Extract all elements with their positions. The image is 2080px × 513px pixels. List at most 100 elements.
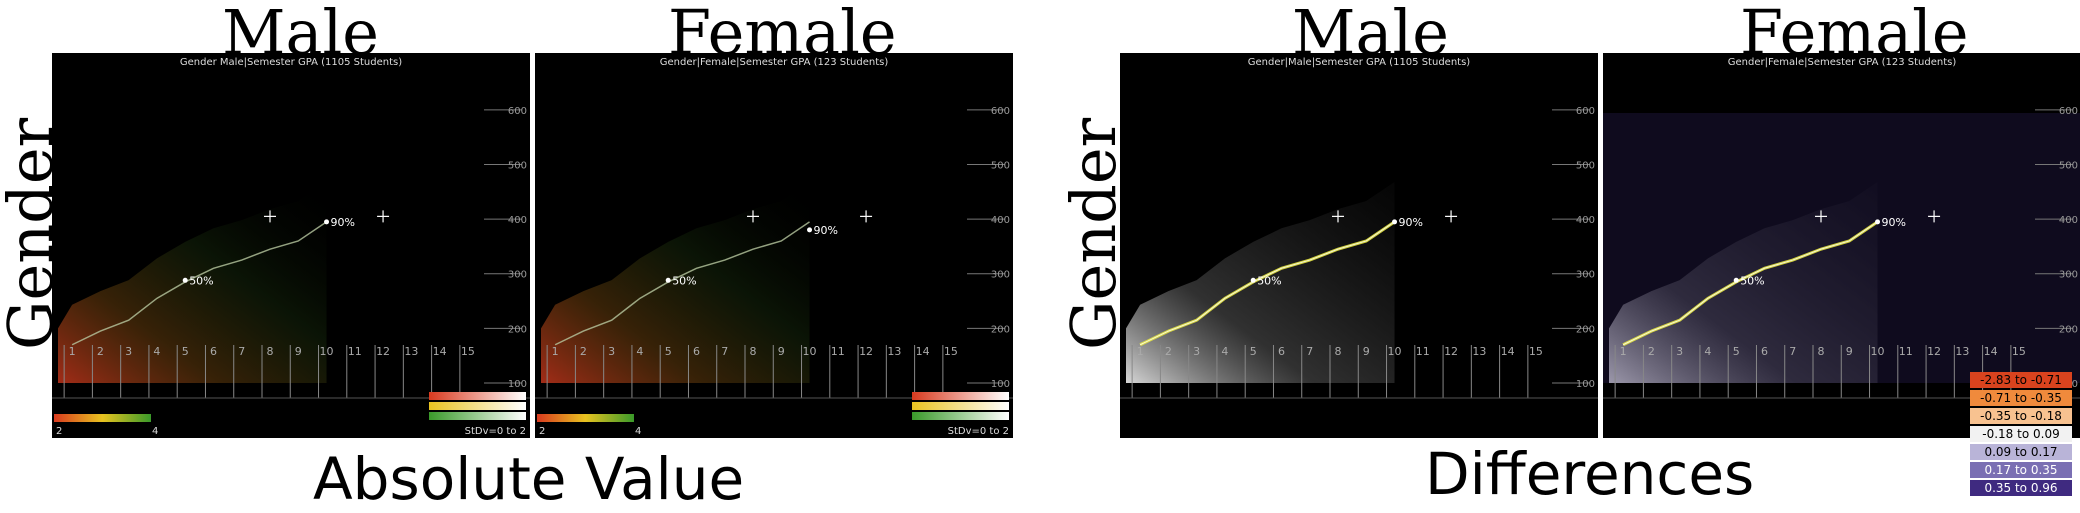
x-tick-label: 1 [1620, 345, 1627, 358]
difference-legend-entry: 0.09 to 0.17 [1970, 444, 2072, 460]
y-tick-label: 400 [2059, 215, 2078, 226]
x-tick-label: 4 [153, 345, 160, 358]
x-tick-label: 9 [1846, 345, 1853, 358]
stdv-band [429, 402, 526, 410]
y-tick-label: 400 [991, 215, 1010, 226]
x-tick-label: 4 [1221, 345, 1228, 358]
x-tick-label: 9 [295, 345, 302, 358]
density-band [1126, 181, 1395, 383]
x-tick-label: 12 [1927, 345, 1941, 358]
x-tick-label: 14 [916, 345, 930, 358]
percentile-label: 50% [1740, 274, 1764, 287]
difference-tint [1603, 113, 2080, 383]
difference-legend-entry: 0.17 to 0.35 [1970, 462, 2072, 478]
y-tick-label: 400 [508, 215, 527, 226]
y-tick-label: 300 [991, 270, 1010, 281]
y-tick-label: 100 [1576, 379, 1595, 390]
percentile-marker [182, 277, 188, 283]
panel-title: Gender|Female|Semester GPA (123 Students… [660, 57, 889, 68]
x-tick-label: 5 [1250, 345, 1257, 358]
x-tick-label: 14 [433, 345, 447, 358]
x-tick-label: 8 [1818, 345, 1825, 358]
y-tick-label: 100 [508, 379, 527, 390]
y-tick-label: 400 [1576, 215, 1595, 226]
gpa-color-bar [537, 414, 634, 422]
density-band [58, 181, 327, 383]
x-tick-label: 15 [2012, 345, 2026, 358]
y-tick-label: 300 [2059, 270, 2078, 281]
y-tick-label: 300 [1576, 270, 1595, 281]
x-tick-label: 13 [1955, 345, 1969, 358]
x-tick-label: 7 [1306, 345, 1313, 358]
stdv-band [912, 402, 1009, 410]
percentile-marker [1875, 219, 1881, 225]
panel-title: Gender Male|Semester GPA (1105 Students) [180, 57, 402, 68]
x-tick-label: 7 [238, 345, 245, 358]
x-tick-label: 11 [348, 345, 362, 358]
x-tick-label: 10 [1871, 345, 1885, 358]
gpa-legend-min: 2 [539, 426, 545, 437]
percentile-label: 90% [1882, 216, 1906, 229]
series-line-core [1622, 221, 1878, 346]
difference-legend-entry: -0.35 to -0.18 [1970, 408, 2072, 424]
x-tick-label: 3 [1193, 345, 1200, 358]
y-tick-label: 200 [508, 324, 527, 335]
y-tick-label: 600 [508, 106, 527, 117]
stdv-label: StDv=0 to 2 [465, 426, 526, 437]
y-tick-label: 500 [991, 160, 1010, 171]
series-line [71, 221, 327, 346]
percentile-label: 90% [814, 224, 838, 237]
x-tick-label: 1 [552, 345, 559, 358]
x-tick-label: 7 [721, 345, 728, 358]
footer-absolute-value: Absolute Value [313, 445, 745, 513]
panel-title: Gender|Female|Semester GPA (123 Students… [1728, 57, 1957, 68]
percentile-marker [1250, 277, 1256, 283]
x-tick-label: 11 [1416, 345, 1430, 358]
density-band [541, 181, 810, 383]
difference-legend-entry: 0.35 to 0.96 [1970, 480, 2072, 496]
gpa-legend-max: 4 [635, 426, 641, 437]
y-tick-label: 500 [1576, 160, 1595, 171]
stdv-band [429, 412, 526, 420]
difference-legend-entry: -0.71 to -0.35 [1970, 390, 2072, 406]
gpa-legend-min: 2 [56, 426, 62, 437]
x-tick-label: 7 [1789, 345, 1796, 358]
y-tick-label: 500 [2059, 160, 2078, 171]
x-tick-label: 8 [750, 345, 757, 358]
panel-female-absolute: Gender|Female|Semester GPA (123 Students… [535, 53, 1013, 438]
density-band [1609, 181, 1878, 383]
x-tick-label: 2 [580, 345, 587, 358]
x-tick-label: 3 [125, 345, 132, 358]
stdv-band [429, 392, 526, 400]
panel-male-differences: Gender|Male|Semester GPA (1105 Students)… [1120, 53, 1598, 438]
x-tick-label: 10 [320, 345, 334, 358]
x-tick-label: 8 [1335, 345, 1342, 358]
y-tick-label: 200 [2059, 324, 2078, 335]
percentile-marker [1733, 277, 1739, 283]
x-tick-label: 9 [778, 345, 785, 358]
x-tick-label: 1 [69, 345, 76, 358]
x-tick-label: 2 [97, 345, 104, 358]
x-tick-label: 5 [665, 345, 672, 358]
chart-male-absolute: Gender Male|Semester GPA (1105 Students)… [52, 57, 530, 437]
x-tick-label: 15 [461, 345, 475, 358]
y-tick-label: 600 [991, 106, 1010, 117]
chart-male-differences: Gender|Male|Semester GPA (1105 Students)… [1120, 57, 1598, 399]
percentile-label: 50% [672, 274, 696, 287]
chart-female-differences: Gender|Female|Semester GPA (123 Students… [1603, 57, 2080, 399]
x-tick-label: 9 [1363, 345, 1370, 358]
y-tick-label: 200 [991, 324, 1010, 335]
x-tick-label: 1 [1137, 345, 1144, 358]
x-tick-label: 6 [693, 345, 700, 358]
y-tick-label: 200 [1576, 324, 1595, 335]
x-tick-label: 12 [376, 345, 390, 358]
x-tick-label: 5 [182, 345, 189, 358]
x-tick-label: 4 [636, 345, 643, 358]
panel-female-differences: Gender|Female|Semester GPA (123 Students… [1603, 53, 2080, 438]
y-tick-label: 600 [1576, 106, 1595, 117]
difference-legend: -2.83 to -0.71 -0.71 to -0.35 -0.35 to -0.… [1970, 372, 2072, 498]
y-tick-label: 100 [991, 379, 1010, 390]
x-tick-label: 3 [608, 345, 615, 358]
stdv-band [912, 412, 1009, 420]
x-tick-label: 10 [1388, 345, 1402, 358]
